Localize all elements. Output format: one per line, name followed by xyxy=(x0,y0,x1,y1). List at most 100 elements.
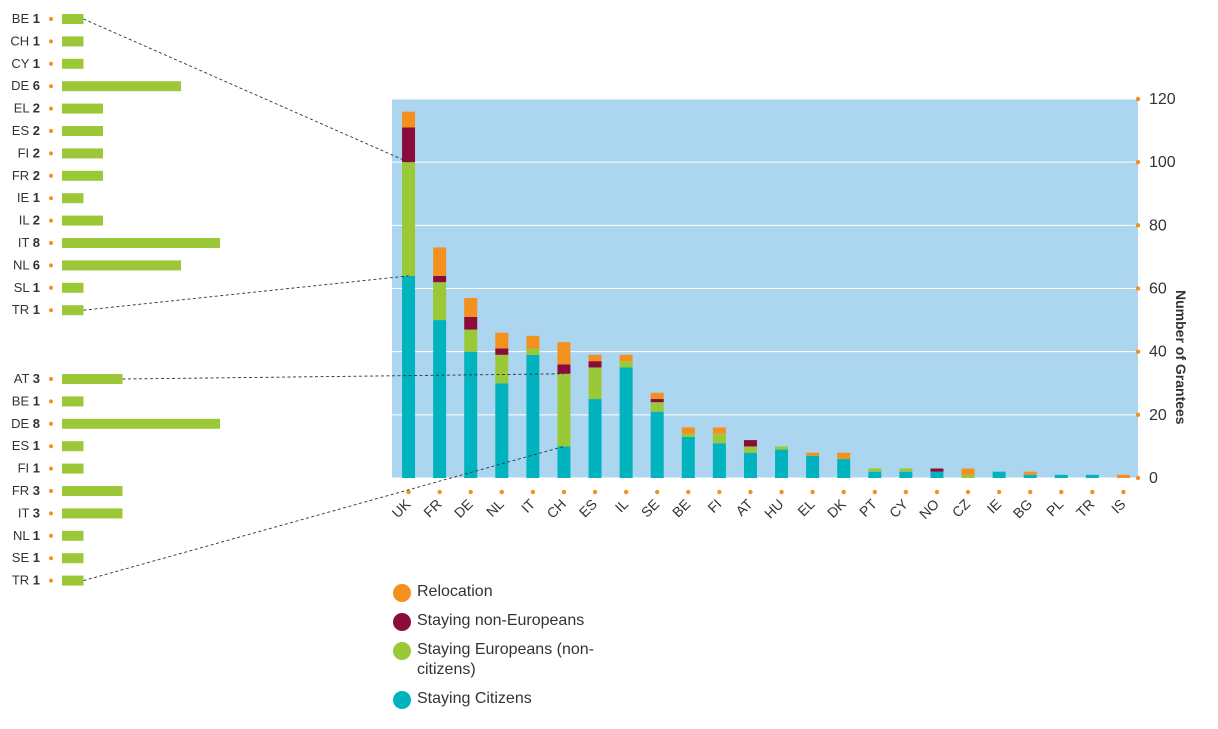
detail-label-es: ES 1 xyxy=(12,438,40,453)
x-tick-label: DE xyxy=(451,496,476,521)
detail-code: NL xyxy=(13,528,33,543)
detail-value: 1 xyxy=(33,11,40,26)
bar-segment-es xyxy=(588,399,602,478)
bar-segment-se xyxy=(650,392,664,400)
y-axis-label: Number of Grantees xyxy=(1173,290,1189,425)
detail-label-fr: FR 2 xyxy=(12,168,40,183)
x-tick-label: CY xyxy=(886,495,912,521)
x-tick-dot xyxy=(406,489,411,495)
detail-code: TR xyxy=(12,573,33,588)
bar-segment-at xyxy=(743,452,757,478)
detail-dot xyxy=(49,556,53,561)
bar-segment-fr xyxy=(433,282,447,321)
bar-segment-at xyxy=(743,440,757,447)
x-tick-label: DK xyxy=(824,495,850,521)
detail-label-nl: NL 6 xyxy=(13,257,40,272)
bar-segment-ch xyxy=(557,342,571,365)
detail-label-es: ES 2 xyxy=(12,123,40,138)
detail-value: 1 xyxy=(33,56,40,71)
detail-bar-it xyxy=(62,238,220,248)
detail-label-se: SE 1 xyxy=(12,550,40,565)
detail-dot xyxy=(49,308,53,313)
x-tick-dot xyxy=(499,489,504,495)
x-tick-dot xyxy=(903,489,909,495)
detail-value: 1 xyxy=(33,280,40,295)
detail-code: IE xyxy=(17,190,33,205)
y-tick-dot xyxy=(1135,286,1141,291)
detail-label-fi: FI 1 xyxy=(18,461,40,476)
detail-bar-de xyxy=(62,81,181,92)
bar-segment-ch xyxy=(557,364,571,374)
detail-value: 6 xyxy=(33,78,40,93)
x-tick-label: NO xyxy=(916,496,942,522)
connector-line xyxy=(83,445,565,582)
bar-segment-es xyxy=(588,354,602,362)
bar-segment-dk xyxy=(837,459,851,478)
x-tick-dot xyxy=(623,489,629,495)
legend: Relocation Staying non-Europeans Staying… xyxy=(393,582,607,718)
bar-segment-il xyxy=(619,367,633,478)
detail-label-de: DE 8 xyxy=(11,416,40,431)
detail-bar-nl xyxy=(62,260,181,271)
x-tick-dot xyxy=(437,489,442,495)
detail-bar-tr xyxy=(62,575,84,586)
detail-label-nl: NL 1 xyxy=(13,528,40,543)
bar-segment-tr xyxy=(1085,474,1099,478)
detail-value: 1 xyxy=(33,573,40,588)
bar-segment-cy xyxy=(899,468,913,472)
detail-value: 1 xyxy=(33,190,40,205)
x-tick-label: EL xyxy=(794,496,818,520)
x-tick-label: FR xyxy=(420,496,445,521)
x-tick-label: BE xyxy=(669,496,694,521)
bar-segment-it xyxy=(526,354,540,478)
bar-segment-be xyxy=(681,436,695,478)
x-tick-label: CH xyxy=(543,496,569,522)
detail-bar-de xyxy=(62,418,220,429)
detail-value: 1 xyxy=(33,550,40,565)
detail-dot xyxy=(49,173,53,178)
x-tick-dot xyxy=(686,489,691,495)
bar-segment-nl xyxy=(495,348,509,355)
detail-value: 2 xyxy=(33,145,40,160)
bar-segment-fi xyxy=(712,433,726,444)
detail-code: IT xyxy=(18,235,33,250)
bar-segment-se xyxy=(650,411,664,478)
y-tick-label: 80 xyxy=(1149,217,1167,234)
y-tick-dot xyxy=(1135,349,1141,354)
y-tick-dot xyxy=(1135,475,1141,481)
detail-dot xyxy=(49,578,53,583)
detail-dot xyxy=(49,196,53,201)
x-tick-dot xyxy=(996,489,1002,495)
bar-segment-de xyxy=(464,329,478,352)
detail-value: 8 xyxy=(33,235,40,250)
detail-dot xyxy=(49,84,53,89)
detail-value: 1 xyxy=(33,393,40,408)
detail-label-be: BE 1 xyxy=(12,11,40,26)
bar-segment-nl xyxy=(495,332,509,349)
detail-dot xyxy=(49,489,53,493)
detail-label-be: BE 1 xyxy=(12,393,40,408)
x-tick-dot xyxy=(1090,489,1095,495)
x-tick-label: IS xyxy=(1108,496,1129,517)
detail-bar-fi xyxy=(62,148,103,159)
bar-segment-uk xyxy=(402,162,416,276)
detail-dot xyxy=(49,533,53,538)
bar-segment-it xyxy=(526,335,540,349)
detail-bar-el xyxy=(62,103,103,114)
detail-label-cy: CY 1 xyxy=(11,56,40,71)
bar-segment-se xyxy=(650,399,664,403)
bar-segment-uk xyxy=(402,275,416,478)
detail-code: SE xyxy=(12,550,33,565)
detail-dot xyxy=(49,39,53,44)
x-tick-label: CZ xyxy=(949,495,974,520)
x-tick-label: IT xyxy=(518,495,538,515)
bar-segment-de xyxy=(464,297,478,317)
detail-code: IT xyxy=(18,505,33,520)
detail-code: BE xyxy=(12,11,33,26)
x-tick-dot xyxy=(779,489,784,495)
bar-segment-uk xyxy=(402,111,416,128)
x-tick-dot xyxy=(965,489,971,495)
detail-value: 2 xyxy=(33,101,40,116)
x-tick-dot xyxy=(468,489,473,495)
